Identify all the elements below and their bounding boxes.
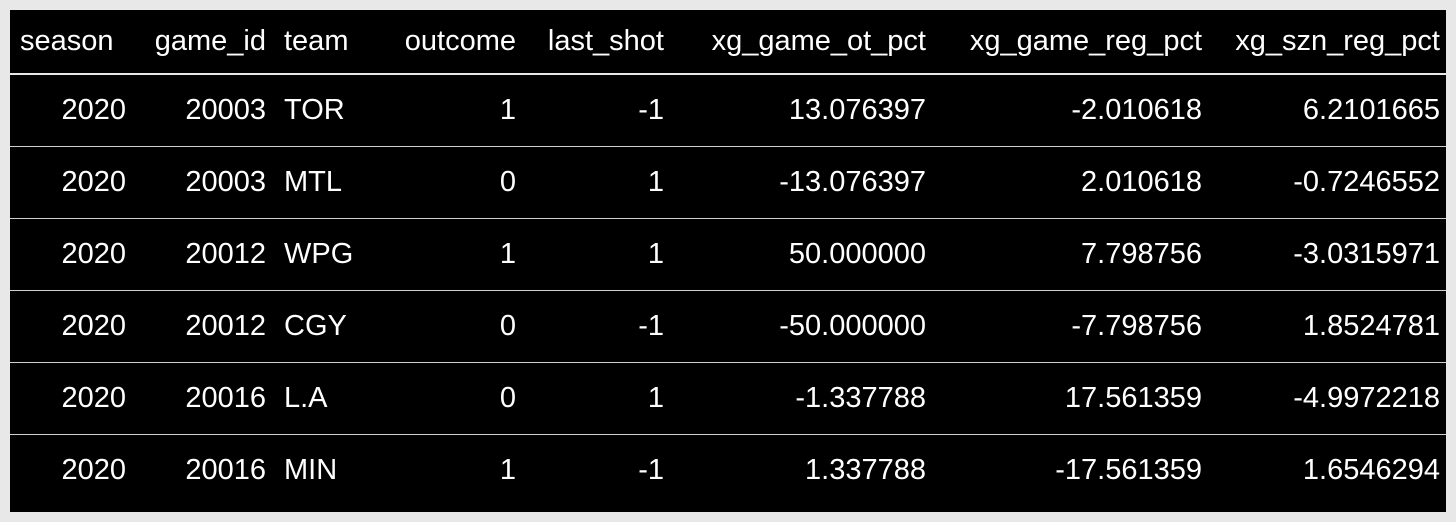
cell-team: CGY [272, 290, 366, 363]
cell-xg-game-reg-pct: 7.798756 [932, 218, 1208, 291]
cell-outcome: 0 [366, 290, 522, 363]
cell-outcome: 0 [366, 146, 522, 219]
cell-team: MTL [272, 146, 366, 219]
cell-outcome: 0 [366, 362, 522, 435]
cell-xg-game-reg-pct: -17.561359 [932, 434, 1208, 506]
cell-team: MIN [272, 434, 366, 506]
cell-xg-game-reg-pct: -7.798756 [932, 290, 1208, 363]
table-row: 2020 20016 L.A 0 1 -1.337788 17.561359 -… [10, 362, 1446, 435]
column-header-xg-game-ot-pct: xg_game_ot_pct [670, 10, 932, 75]
cell-game-id: 20012 [132, 218, 272, 291]
column-header-team: team [272, 10, 366, 75]
cell-xg-szn-reg-pct: -4.9972218 [1208, 362, 1446, 435]
cell-game-id: 20003 [132, 146, 272, 219]
cell-season: 2020 [10, 74, 132, 147]
cell-xg-game-reg-pct: -2.010618 [932, 74, 1208, 147]
column-header-outcome: outcome [366, 10, 522, 75]
table-row: 2020 20012 CGY 0 -1 -50.000000 -7.798756… [10, 290, 1446, 363]
cell-outcome: 1 [366, 434, 522, 506]
cell-game-id: 20012 [132, 290, 272, 363]
cell-last-shot: -1 [522, 290, 670, 363]
header-row: season game_id team outcome last_shot xg… [10, 10, 1446, 75]
column-header-season: season [10, 10, 132, 75]
cell-game-id: 20016 [132, 434, 272, 506]
table-row: 2020 20003 TOR 1 -1 13.076397 -2.010618 … [10, 74, 1446, 147]
table-row: 2020 20016 MIN 1 -1 1.337788 -17.561359 … [10, 434, 1446, 506]
cell-xg-szn-reg-pct: 6.2101665 [1208, 74, 1446, 147]
cell-last-shot: -1 [522, 434, 670, 506]
table-row: 2020 20003 MTL 0 1 -13.076397 2.010618 -… [10, 146, 1446, 219]
cell-game-id: 20003 [132, 74, 272, 147]
cell-last-shot: 1 [522, 146, 670, 219]
cell-last-shot: 1 [522, 362, 670, 435]
column-header-xg-szn-reg-pct: xg_szn_reg_pct [1208, 10, 1446, 75]
cell-outcome: 1 [366, 74, 522, 147]
cell-outcome: 1 [366, 218, 522, 291]
cell-team: L.A [272, 362, 366, 435]
cell-xg-game-ot-pct: -13.076397 [670, 146, 932, 219]
cell-team: WPG [272, 218, 366, 291]
cell-xg-szn-reg-pct: 1.6546294 [1208, 434, 1446, 506]
cell-game-id: 20016 [132, 362, 272, 435]
cell-xg-game-ot-pct: 13.076397 [670, 74, 932, 147]
cell-last-shot: 1 [522, 218, 670, 291]
cell-last-shot: -1 [522, 74, 670, 147]
cell-team: TOR [272, 74, 366, 147]
column-header-game-id: game_id [132, 10, 272, 75]
table-body: 2020 20003 TOR 1 -1 13.076397 -2.010618 … [10, 74, 1446, 506]
table-row: 2020 20012 WPG 1 1 50.000000 7.798756 -3… [10, 218, 1446, 291]
cell-xg-game-reg-pct: 2.010618 [932, 146, 1208, 219]
column-header-xg-game-reg-pct: xg_game_reg_pct [932, 10, 1208, 75]
dataframe-output: season game_id team outcome last_shot xg… [10, 10, 1446, 512]
cell-xg-game-ot-pct: 1.337788 [670, 434, 932, 506]
cell-xg-game-reg-pct: 17.561359 [932, 362, 1208, 435]
data-table: season game_id team outcome last_shot xg… [10, 10, 1446, 506]
cell-season: 2020 [10, 362, 132, 435]
column-header-last-shot: last_shot [522, 10, 670, 75]
cell-xg-game-ot-pct: -1.337788 [670, 362, 932, 435]
cell-season: 2020 [10, 290, 132, 363]
cell-xg-game-ot-pct: 50.000000 [670, 218, 932, 291]
cell-xg-szn-reg-pct: 1.8524781 [1208, 290, 1446, 363]
cell-season: 2020 [10, 218, 132, 291]
cell-season: 2020 [10, 146, 132, 219]
cell-xg-game-ot-pct: -50.000000 [670, 290, 932, 363]
cell-season: 2020 [10, 434, 132, 506]
cell-xg-szn-reg-pct: -3.0315971 [1208, 218, 1446, 291]
table-header: season game_id team outcome last_shot xg… [10, 10, 1446, 75]
cell-xg-szn-reg-pct: -0.7246552 [1208, 146, 1446, 219]
